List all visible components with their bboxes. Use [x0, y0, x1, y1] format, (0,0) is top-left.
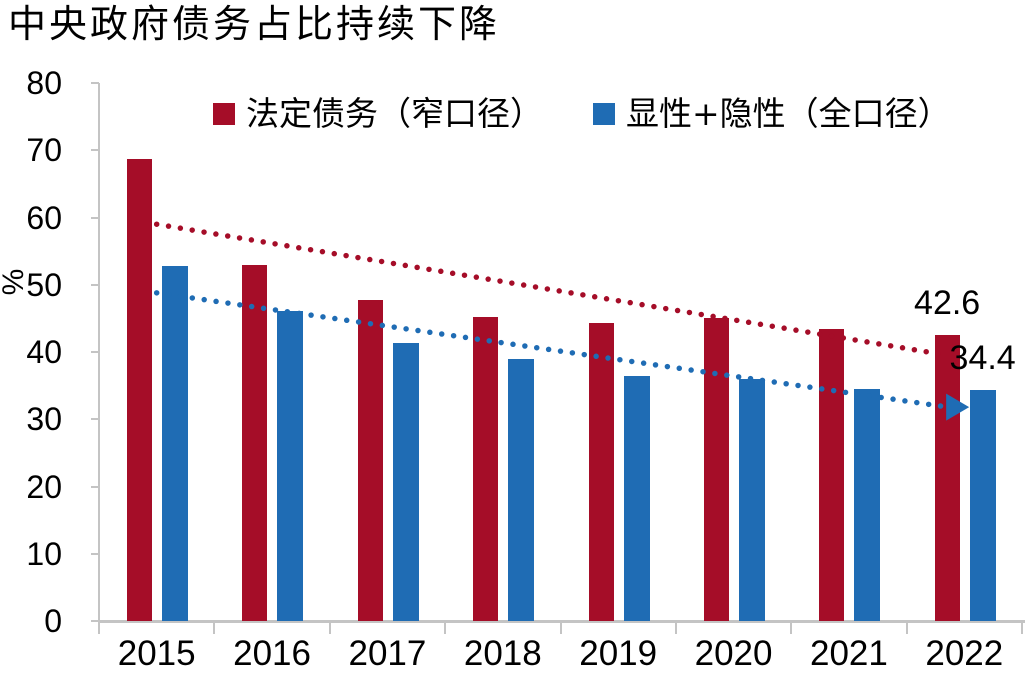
trendlines-svg	[153, 221, 970, 421]
bar-explicit-implicit-debt-2016	[277, 310, 304, 621]
x-axis-label-2022: 2022	[925, 634, 1004, 673]
x-tick-mark-3	[444, 620, 447, 634]
x-axis-label-2016: 2016	[233, 634, 311, 673]
y-tick-label-50: 50	[26, 266, 62, 303]
x-axis-label-2018: 2018	[463, 634, 542, 673]
bar-legal-debt-2016	[242, 264, 268, 621]
y-tick-label-20: 20	[26, 468, 62, 505]
x-tick-mark-4	[559, 620, 562, 634]
x-axis-line	[98, 620, 1025, 623]
x-axis-label-2017: 2017	[348, 634, 427, 673]
y-tick-label-60: 60	[26, 199, 62, 236]
legend-label-legal-debt: 法定债务（窄口径）	[246, 94, 543, 133]
bar-explicit-implicit-debt-2022	[969, 389, 996, 621]
bar-explicit-implicit-debt-2018	[508, 359, 535, 621]
x-tick-mark-2	[328, 620, 331, 634]
bar-legal-debt-2017	[357, 300, 383, 621]
y-tick-label-80: 80	[26, 65, 62, 101]
chart-title: 中央政府债务占比持续下降	[8, 2, 501, 46]
bar-legal-debt-2021	[819, 329, 845, 621]
y-tick-label-30: 30	[26, 401, 62, 438]
y-tick-mark-40	[91, 351, 99, 353]
x-axis-label-2021: 2021	[810, 634, 888, 673]
x-tick-mark-7	[905, 620, 908, 634]
legend-swatch-legal-debt-icon	[213, 103, 235, 125]
bar-explicit-implicit-debt-2017	[392, 342, 419, 621]
legend-label-explicit-implicit-debt: 显性+隐性（全口径）	[626, 94, 951, 133]
data-label-legal-debt-2022: 42.6	[914, 283, 981, 322]
bar-explicit-implicit-debt-2020	[738, 378, 765, 621]
y-tick-mark-70	[91, 149, 99, 152]
y-tick-mark-0	[91, 620, 99, 622]
legend-item-explicit-implicit-debt: 显性+隐性（全口径）	[593, 96, 951, 132]
y-tick-label-40: 40	[26, 334, 62, 370]
bar-legal-debt-2015	[127, 158, 152, 621]
x-axis-label-2019: 2019	[579, 634, 658, 673]
legend-item-legal-debt: 法定债务（窄口径）	[213, 96, 543, 132]
y-tick-mark-20	[91, 485, 99, 488]
x-axis-label-2015: 2015	[117, 634, 196, 673]
bar-legal-debt-2019	[588, 323, 614, 621]
y-tick-mark-80	[91, 82, 99, 84]
bar-explicit-implicit-debt-2019	[623, 376, 650, 621]
x-tick-mark-5	[674, 620, 677, 634]
y-tick-mark-60	[91, 216, 99, 219]
y-tick-label-70: 70	[26, 132, 62, 169]
x-tick-mark-1	[213, 620, 216, 634]
y-axis-line	[98, 83, 100, 621]
y-tick-label-10: 10	[26, 535, 62, 572]
x-tick-mark-6	[790, 620, 793, 634]
x-tick-mark-8	[1021, 620, 1023, 634]
data-label-explicit-implicit-debt-2022: 34.4	[949, 338, 1016, 377]
bar-legal-debt-2020	[703, 318, 729, 621]
bar-legal-debt-2018	[473, 317, 499, 621]
bar-explicit-implicit-debt-2021	[854, 388, 881, 621]
bar-legal-debt-2022	[934, 334, 960, 621]
y-tick-label-0: 0	[44, 603, 62, 639]
x-tick-mark-0	[98, 620, 100, 634]
bar-explicit-implicit-debt-2015	[162, 265, 188, 621]
legend-swatch-explicit-implicit-debt-icon	[593, 103, 615, 125]
x-axis-label-2020: 2020	[694, 634, 773, 673]
y-tick-mark-50	[91, 283, 99, 286]
y-tick-mark-30	[91, 418, 99, 421]
y-tick-mark-10	[91, 552, 99, 555]
